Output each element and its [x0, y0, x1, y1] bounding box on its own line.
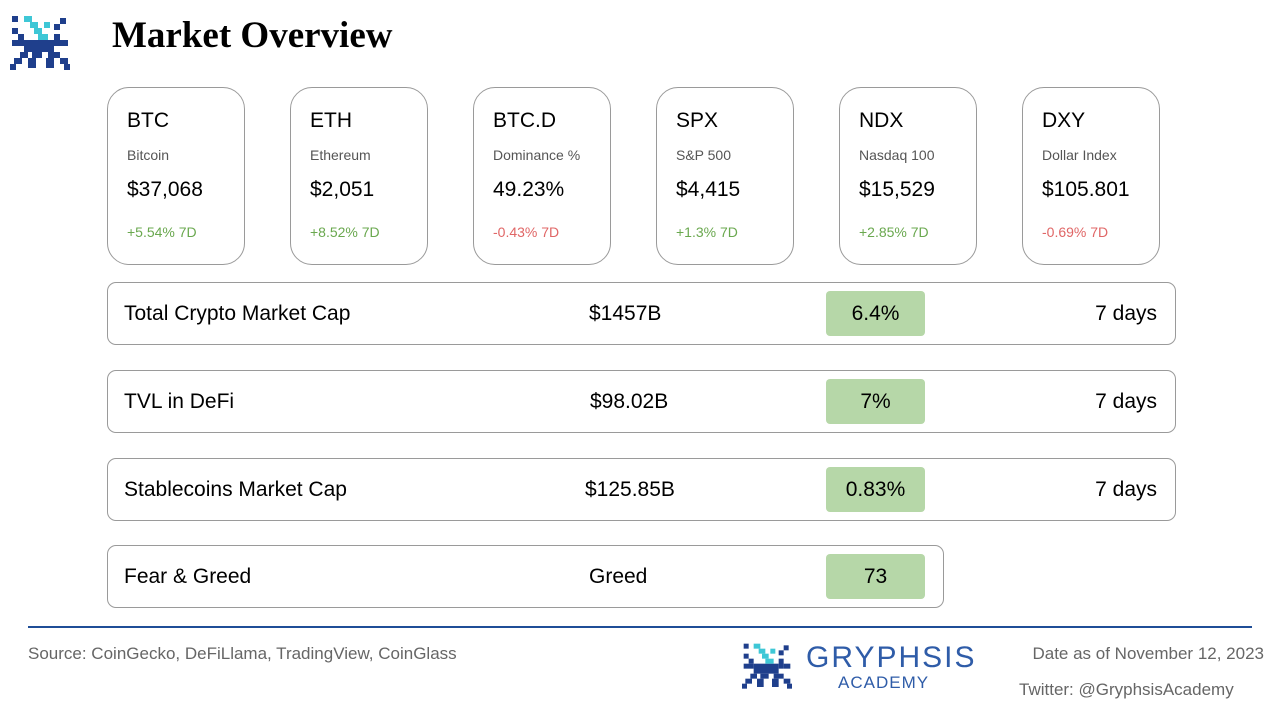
ticker-card-ndx: NDX Nasdaq 100 $15,529 +2.85% 7D	[839, 87, 977, 265]
date-text: Date as of November 12, 2023	[1032, 644, 1264, 663]
metric-period: 7 days	[1095, 390, 1157, 413]
card-price: $105.801	[1042, 178, 1130, 201]
metric-label: TVL in DeFi	[124, 390, 235, 413]
card-ticker: ETH	[310, 109, 352, 132]
metric-row-stablecoins-market-cap: Stablecoins Market Cap $125.85B 0.83% 7 …	[107, 458, 1176, 521]
card-ticker: SPX	[676, 109, 719, 132]
card-name: Bitcoin	[127, 147, 170, 163]
metric-change-badge: 7%	[826, 379, 925, 424]
metric-value: $1457B	[589, 302, 662, 325]
card-change: -0.43% 7D	[493, 224, 560, 240]
footer-divider	[28, 626, 1252, 628]
gryphon-logo-icon	[8, 14, 72, 74]
card-name: Ethereum	[310, 147, 371, 163]
card-price: $15,529	[859, 178, 935, 201]
source-text: Source: CoinGecko, DeFiLlama, TradingVie…	[28, 644, 457, 663]
metric-period: 7 days	[1095, 478, 1157, 501]
metric-label: Total Crypto Market Cap	[124, 302, 351, 325]
metric-value: $125.85B	[585, 478, 675, 501]
card-name: Dominance %	[493, 147, 581, 163]
ticker-card-btc: BTC Bitcoin $37,068 +5.54% 7D	[107, 87, 245, 265]
ticker-card-spx: SPX S&P 500 $4,415 +1.3% 7D	[656, 87, 794, 265]
card-ticker: DXY	[1042, 109, 1086, 132]
brand-name: GRYPHSIS	[806, 641, 977, 674]
card-ticker: BTC.D	[493, 109, 556, 132]
metric-label: Stablecoins Market Cap	[124, 478, 347, 501]
twitter-handle: Twitter: @GryphsisAcademy	[1019, 680, 1234, 699]
page-title: Market Overview	[112, 15, 393, 56]
card-change: +1.3% 7D	[676, 224, 738, 240]
metric-row-total-crypto-market-cap: Total Crypto Market Cap $1457B 6.4% 7 da…	[107, 282, 1176, 345]
card-price: 49.23%	[493, 178, 565, 201]
metric-change-badge: 6.4%	[826, 291, 925, 336]
card-change: +8.52% 7D	[310, 224, 380, 240]
metric-period: 7 days	[1095, 302, 1157, 325]
ticker-card-dxy: DXY Dollar Index $105.801 -0.69% 7D	[1022, 87, 1160, 265]
card-ticker: NDX	[859, 109, 904, 132]
metric-value: $98.02B	[590, 390, 669, 413]
metric-row-tvl-in-defi: TVL in DeFi $98.02B 7% 7 days	[107, 370, 1176, 433]
brand-subtitle: ACADEMY	[838, 673, 930, 692]
metric-value: Greed	[589, 565, 648, 588]
metric-label: Fear & Greed	[124, 565, 252, 588]
card-ticker: BTC	[127, 109, 169, 132]
card-change: +5.54% 7D	[127, 224, 197, 240]
metric-change-badge: 73	[826, 554, 925, 599]
card-name: S&P 500	[676, 147, 732, 163]
card-change: -0.69% 7D	[1042, 224, 1109, 240]
card-price: $4,415	[676, 178, 741, 201]
card-name: Nasdaq 100	[859, 147, 935, 163]
card-name: Dollar Index	[1042, 147, 1117, 163]
card-change: +2.85% 7D	[859, 224, 929, 240]
card-price: $2,051	[310, 178, 375, 201]
metric-change-badge: 0.83%	[826, 467, 925, 512]
card-price: $37,068	[127, 178, 203, 201]
metric-row-fear-and-greed: Fear & Greed Greed 73	[107, 545, 944, 608]
gryphon-logo-icon	[739, 642, 795, 692]
ticker-card-btc-dominance: BTC.D Dominance % 49.23% -0.43% 7D	[473, 87, 611, 265]
ticker-card-eth: ETH Ethereum $2,051 +8.52% 7D	[290, 87, 428, 265]
